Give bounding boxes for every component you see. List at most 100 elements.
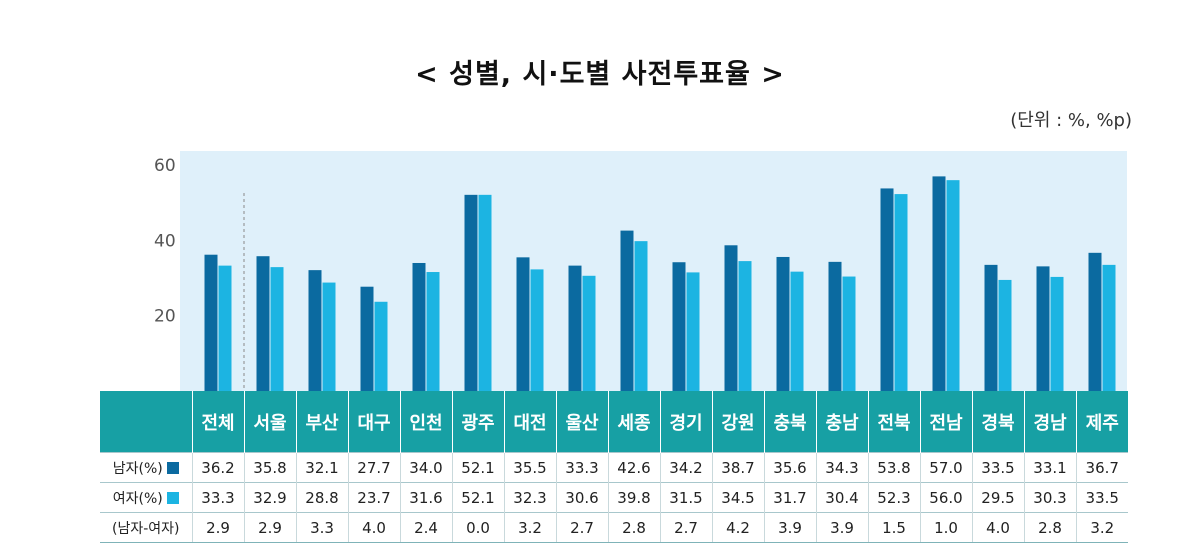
diff-value-cell: 2.9 (192, 512, 245, 543)
male-bar-인천 (412, 262, 426, 391)
diff-value-cell: 2.7 (556, 512, 609, 543)
female-value-cell: 33.5 (1076, 482, 1128, 513)
y-tick-label: 60 (154, 156, 176, 176)
male-bar-전남 (932, 176, 946, 391)
male-label-text: 남자(%) (112, 460, 163, 477)
female-bar-세종 (634, 241, 648, 391)
female-bar-강원 (738, 261, 752, 391)
region-header-cell: 제주 (1076, 391, 1128, 453)
male-bar-충남 (828, 261, 842, 391)
male-value-cell: 35.6 (764, 452, 817, 483)
female-value-cell: 32.3 (504, 482, 557, 513)
female-bar-경남 (1050, 276, 1064, 391)
header-corner (100, 391, 193, 453)
diff-value-cell: 4.2 (712, 512, 765, 543)
female-row: 여자(%) 33.3 32.9 28.8 23.7 31.6 52.1 32.3 30.6 39… (100, 482, 1128, 513)
male-bar-대전 (516, 257, 530, 391)
y-tick-label: 20 (154, 307, 176, 327)
region-header-cell: 대구 (348, 391, 401, 453)
female-bar-전북 (894, 194, 908, 391)
male-bar-경남 (1036, 266, 1050, 391)
female-bar-전남 (946, 180, 960, 391)
male-value-cell: 36.2 (192, 452, 245, 483)
male-value-cell: 36.7 (1076, 452, 1128, 483)
diff-value-cell: 2.4 (400, 512, 453, 543)
female-bar-서울 (270, 267, 284, 391)
diff-value-cell: 3.9 (816, 512, 869, 543)
female-value-cell: 34.5 (712, 482, 765, 513)
male-value-cell: 32.1 (296, 452, 349, 483)
female-bar-대구 (374, 301, 388, 391)
female-value-cell: 30.4 (816, 482, 869, 513)
plot-area (180, 151, 1127, 391)
female-bar-충북 (790, 271, 804, 391)
male-bar-울산 (568, 265, 582, 391)
region-header-cell: 대전 (504, 391, 557, 453)
female-value-cell: 30.3 (1024, 482, 1077, 513)
diff-value-cell: 2.8 (1024, 512, 1077, 543)
male-value-cell: 57.0 (920, 452, 973, 483)
male-value-cell: 34.3 (816, 452, 869, 483)
male-value-cell: 34.2 (660, 452, 713, 483)
female-bar-대전 (530, 269, 544, 391)
female-bar-경기 (686, 272, 700, 391)
male-value-cell: 53.8 (868, 452, 921, 483)
region-header-cell: 충북 (764, 391, 817, 453)
diff-row: (남자-여자) 2.9 2.9 3.3 4.0 2.4 0.0 3.2 2.7 2.8 2.7 4.… (100, 512, 1128, 543)
female-value-cell: 56.0 (920, 482, 973, 513)
female-bar-경북 (998, 279, 1012, 391)
male-value-cell: 27.7 (348, 452, 401, 483)
region-header-cell: 전체 (192, 391, 245, 453)
male-bar-제주 (1088, 252, 1102, 391)
male-bar-서울 (256, 256, 270, 391)
male-bar-광주 (464, 194, 478, 391)
male-bar-전체 (204, 254, 218, 391)
female-row-label: 여자(%) (100, 482, 193, 513)
region-header-cell: 세종 (608, 391, 661, 453)
female-value-cell: 31.6 (400, 482, 453, 513)
female-bar-부산 (322, 282, 336, 391)
male-value-cell: 35.5 (504, 452, 557, 483)
region-header-cell: 경남 (1024, 391, 1077, 453)
female-value-cell: 31.7 (764, 482, 817, 513)
female-bar-광주 (478, 194, 492, 391)
diff-value-cell: 0.0 (452, 512, 505, 543)
male-bar-경북 (984, 264, 998, 391)
diff-value-cell: 3.9 (764, 512, 817, 543)
region-header-cell: 강원 (712, 391, 765, 453)
female-bar-인천 (426, 272, 440, 391)
male-bar-부산 (308, 270, 322, 391)
y-tick-label: 40 (154, 231, 176, 251)
male-value-cell: 34.0 (400, 452, 453, 483)
region-header-cell: 광주 (452, 391, 505, 453)
region-header-cell: 경북 (972, 391, 1025, 453)
region-header-cell: 전북 (868, 391, 921, 453)
male-bar-세종 (620, 230, 634, 391)
diff-value-cell: 3.3 (296, 512, 349, 543)
female-value-cell: 32.9 (244, 482, 297, 513)
region-header-cell: 인천 (400, 391, 453, 453)
chart-title: < 성별, 시·도별 사전투표율 > (415, 59, 785, 90)
male-bar-대구 (360, 286, 374, 391)
region-header-cell: 충남 (816, 391, 869, 453)
diff-value-cell: 4.0 (972, 512, 1025, 543)
male-value-cell: 33.1 (1024, 452, 1077, 483)
diff-value-cell: 4.0 (348, 512, 401, 543)
male-value-cell: 33.5 (972, 452, 1025, 483)
female-bar-울산 (582, 275, 596, 391)
diff-row-label: (남자-여자) (100, 512, 193, 543)
diff-value-cell: 1.0 (920, 512, 973, 543)
female-value-cell: 52.1 (452, 482, 505, 513)
female-label-text: 여자(%) (112, 490, 163, 507)
male-bar-경기 (672, 262, 686, 391)
male-bar-충북 (776, 256, 790, 391)
region-header-cell: 서울 (244, 391, 297, 453)
region-header-cell: 부산 (296, 391, 349, 453)
diff-value-cell: 1.5 (868, 512, 921, 543)
diff-value-cell: 2.8 (608, 512, 661, 543)
male-row: 남자(%) 36.2 35.8 32.1 27.7 34.0 52.1 35.5 33.3 42… (100, 452, 1128, 483)
diff-value-cell: 3.2 (504, 512, 557, 543)
female-value-cell: 33.3 (192, 482, 245, 513)
female-value-cell: 31.5 (660, 482, 713, 513)
